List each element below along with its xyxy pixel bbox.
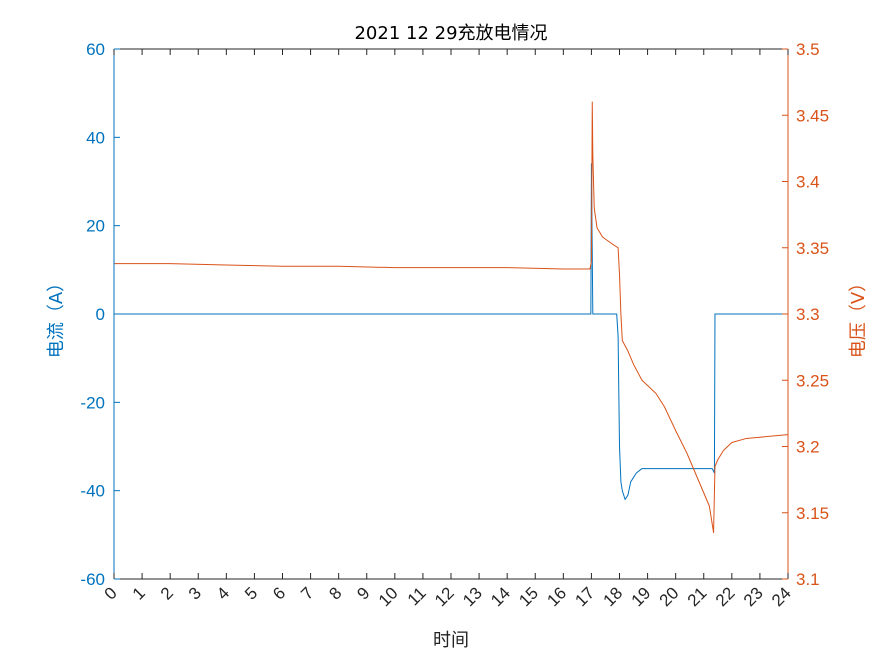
x-tick-label: 19 xyxy=(628,583,655,610)
x-tick-label: 4 xyxy=(213,583,233,603)
x-tick-label: 24 xyxy=(768,583,795,610)
x-tick-label: 12 xyxy=(431,583,458,610)
y-tick-label-left: 60 xyxy=(86,40,105,59)
y-tick-label-left: 40 xyxy=(86,128,105,147)
y-tick-label-left: -20 xyxy=(80,393,105,412)
x-tick-label: 23 xyxy=(740,583,767,610)
y-tick-label-right: 3.3 xyxy=(796,305,820,324)
x-tick-label: 2 xyxy=(157,583,177,603)
y-tick-label-right: 3.15 xyxy=(796,504,829,523)
chart-title: 2021 12 29充放电情况 xyxy=(354,23,547,44)
x-tick-label: 10 xyxy=(375,583,402,610)
y-tick-label-right: 3.45 xyxy=(796,106,829,125)
x-tick-label: 21 xyxy=(684,583,711,610)
voltage-series-line xyxy=(114,101,789,534)
series-layer xyxy=(114,101,789,534)
x-tick-label: 5 xyxy=(241,583,261,603)
y-tick-label-left: 20 xyxy=(86,217,105,236)
y-tick-label-right: 3.1 xyxy=(796,570,820,589)
y-tick-label-left: 0 xyxy=(96,305,105,324)
y-tick-label-right: 3.4 xyxy=(796,173,820,192)
current-series-line xyxy=(114,163,788,500)
x-tick-label: 7 xyxy=(297,583,317,603)
y-axis-label-left: 电流（A） xyxy=(46,274,67,358)
y-axis-label-right: 电压（V） xyxy=(848,274,869,358)
y-tick-label-right: 3.2 xyxy=(796,438,820,457)
x-tick-label: 13 xyxy=(459,583,486,610)
x-tick-label: 17 xyxy=(571,583,598,610)
x-tick-label: 3 xyxy=(185,583,205,603)
y-tick-label-right: 3.35 xyxy=(796,239,829,258)
x-tick-label: 9 xyxy=(353,583,373,603)
x-tick-label: 22 xyxy=(712,583,739,610)
y-tick-label-left: -40 xyxy=(80,482,105,501)
x-tick-label: 18 xyxy=(600,583,627,610)
x-tick-label: 8 xyxy=(325,583,345,603)
x-tick-label: 16 xyxy=(543,583,570,610)
x-axis-label: 时间 xyxy=(433,630,469,651)
x-tick-label: 11 xyxy=(404,583,430,609)
y-tick-label-right: 3.5 xyxy=(796,40,820,59)
y-tick-label-left: -60 xyxy=(80,570,105,589)
x-tick-label: 20 xyxy=(656,583,683,610)
x-tick-label: 6 xyxy=(269,583,289,603)
x-tick-label: 15 xyxy=(515,583,542,610)
x-tick-label: 1 xyxy=(129,583,149,603)
y-tick-label-right: 3.25 xyxy=(796,371,829,390)
x-tick-label: 14 xyxy=(487,583,514,610)
